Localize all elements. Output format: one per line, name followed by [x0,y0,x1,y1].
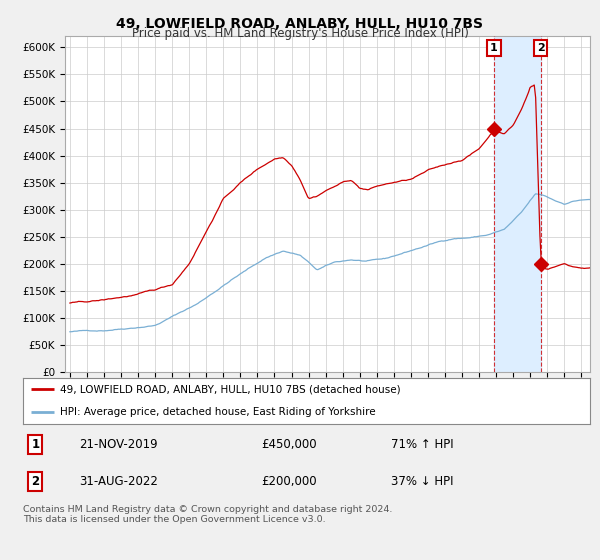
Text: £200,000: £200,000 [261,475,317,488]
Text: 2: 2 [31,475,40,488]
Text: Price paid vs. HM Land Registry's House Price Index (HPI): Price paid vs. HM Land Registry's House … [131,27,469,40]
Text: 1: 1 [31,438,40,451]
Text: 49, LOWFIELD ROAD, ANLABY, HULL, HU10 7BS: 49, LOWFIELD ROAD, ANLABY, HULL, HU10 7B… [116,17,484,31]
Bar [494,36,541,372]
Text: 1: 1 [490,43,498,53]
Text: 71% ↑ HPI: 71% ↑ HPI [391,438,454,451]
Text: 37% ↓ HPI: 37% ↓ HPI [391,475,454,488]
Text: 2: 2 [537,43,545,53]
Text: £450,000: £450,000 [261,438,317,451]
Text: 21-NOV-2019: 21-NOV-2019 [79,438,158,451]
Text: Contains HM Land Registry data © Crown copyright and database right 2024.
This d: Contains HM Land Registry data © Crown c… [23,505,392,524]
Text: 31-AUG-2022: 31-AUG-2022 [79,475,158,488]
Text: 49, LOWFIELD ROAD, ANLABY, HULL, HU10 7BS (detached house): 49, LOWFIELD ROAD, ANLABY, HULL, HU10 7B… [59,385,400,394]
Text: HPI: Average price, detached house, East Riding of Yorkshire: HPI: Average price, detached house, East… [59,408,375,417]
